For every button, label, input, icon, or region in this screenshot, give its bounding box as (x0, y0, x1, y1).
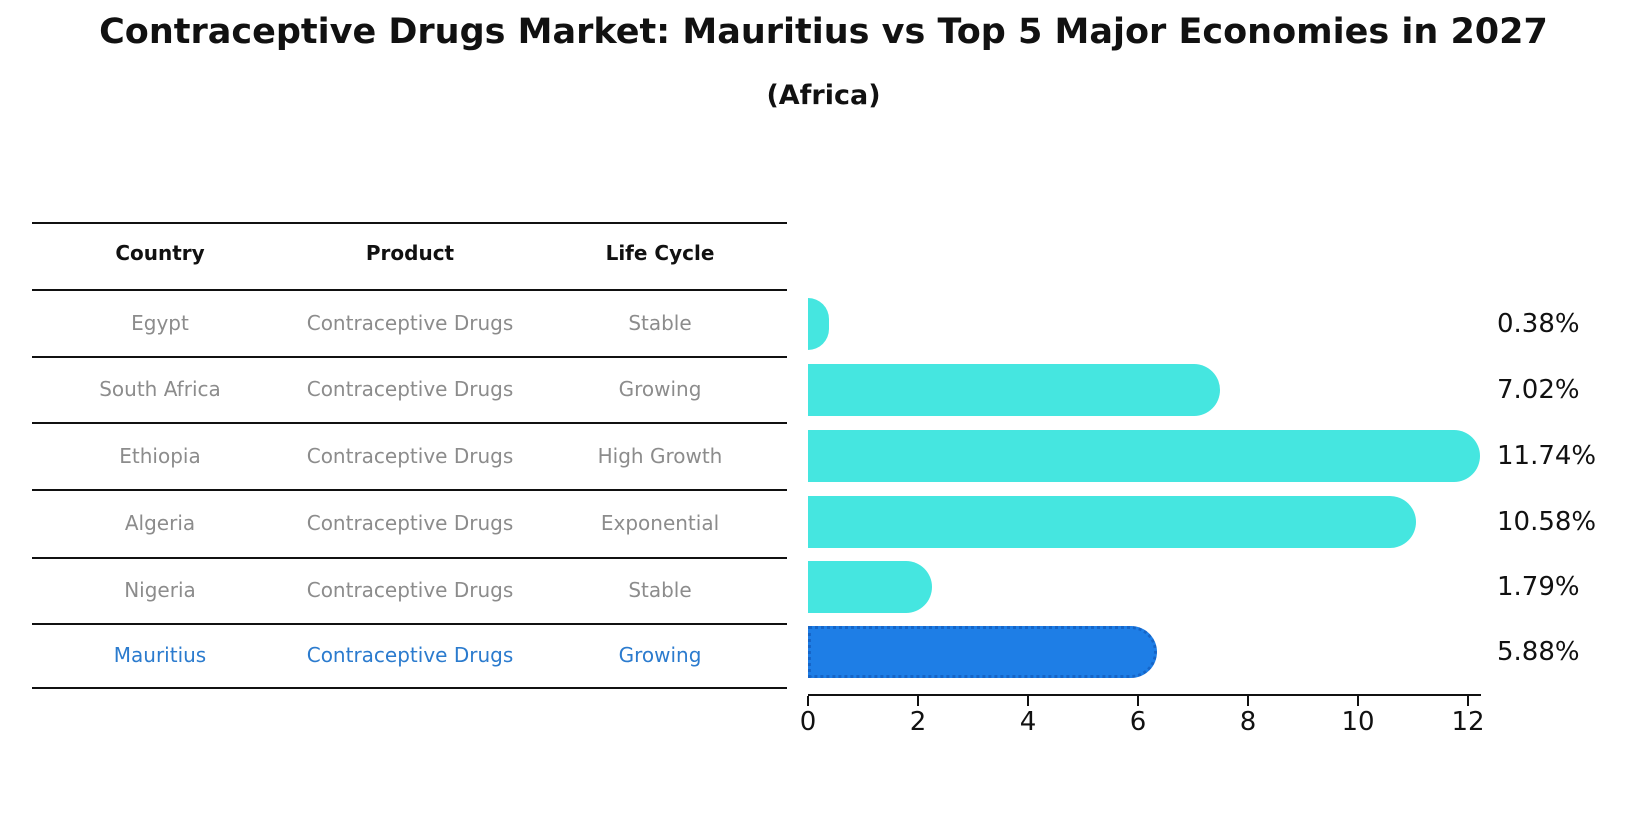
cell-life-cycle: High Growth (597, 443, 723, 468)
cell-product: Contraceptive Drugs (306, 511, 514, 535)
bar-egypt (808, 298, 829, 350)
value-label: 7.02% (1497, 375, 1580, 405)
x-axis-tick (1467, 696, 1469, 706)
cell-product: Contraceptive Drugs (306, 443, 514, 468)
x-axis-line (808, 694, 1481, 696)
cell-country: Nigeria (124, 578, 196, 602)
cell-country: South Africa (99, 377, 221, 401)
table-divider (32, 356, 787, 358)
table-divider (32, 557, 787, 559)
value-label: 11.74% (1497, 441, 1597, 471)
cell-product: Contraceptive Drugs (306, 643, 514, 667)
x-axis-tick-label: 10 (1341, 707, 1375, 737)
bar-highlighted-mauritius (808, 626, 1158, 678)
cell-life-cycle: Growing (618, 377, 702, 401)
cell-country: Mauritius (113, 643, 207, 667)
value-label: 0.38% (1497, 309, 1580, 339)
column-header-life-cycle: Life Cycle (605, 241, 715, 265)
table-divider (32, 623, 787, 625)
table-divider (32, 422, 787, 424)
bar-ethiopia (808, 430, 1480, 482)
cell-life-cycle: Growing (618, 643, 702, 667)
cell-country: Algeria (124, 511, 196, 535)
cell-life-cycle: Stable (628, 310, 692, 335)
table-divider (32, 687, 787, 689)
x-axis-tick-label: 0 (799, 707, 817, 737)
table-divider (32, 489, 787, 491)
x-axis-tick-label: 8 (1239, 707, 1257, 737)
value-label: 5.88% (1497, 637, 1580, 667)
x-axis-tick (1247, 696, 1249, 706)
x-axis-tick (1137, 696, 1139, 706)
value-label: 10.58% (1497, 507, 1597, 537)
cell-life-cycle: Stable (628, 578, 692, 602)
column-header-product: Product (365, 241, 455, 265)
chart-subtitle: (Africa) (766, 80, 881, 111)
x-axis-tick (1027, 696, 1029, 706)
value-label: 1.79% (1497, 572, 1580, 602)
x-axis-tick-label: 2 (909, 707, 927, 737)
x-axis-tick (1357, 696, 1359, 706)
x-axis-tick-label: 6 (1129, 707, 1147, 737)
x-axis-tick-label: 12 (1451, 707, 1485, 737)
bar-south-africa (808, 364, 1221, 416)
cell-country: Egypt (131, 310, 189, 335)
x-axis-tick (917, 696, 919, 706)
bar-algeria (808, 496, 1416, 548)
table-divider (32, 289, 787, 291)
cell-product: Contraceptive Drugs (306, 377, 514, 401)
cell-product: Contraceptive Drugs (306, 310, 514, 335)
chart-title: Contraceptive Drugs Market: Mauritius vs… (99, 12, 1548, 52)
cell-life-cycle: Exponential (600, 511, 720, 535)
bar-nigeria (808, 561, 933, 613)
cell-country: Ethiopia (119, 443, 201, 468)
table-divider (32, 222, 787, 224)
cell-product: Contraceptive Drugs (306, 578, 514, 602)
column-header-country: Country (115, 241, 205, 265)
x-axis-tick-label: 4 (1019, 707, 1037, 737)
x-axis-tick (807, 696, 809, 706)
